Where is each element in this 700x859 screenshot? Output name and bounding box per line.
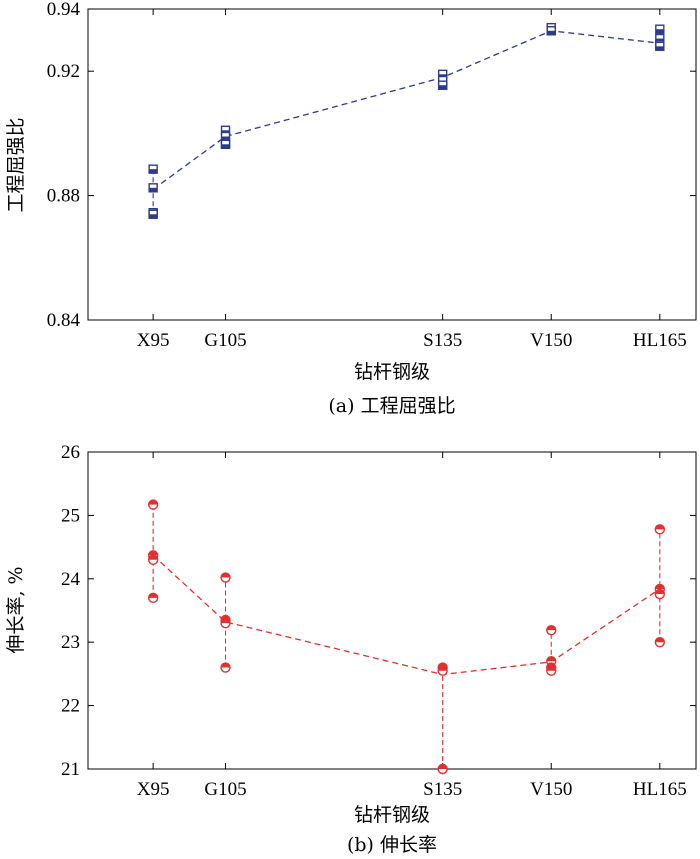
y-tick-label: 24 xyxy=(61,569,81,590)
data-point-fill xyxy=(655,584,665,589)
data-point-fill xyxy=(149,214,158,219)
x-tick-label: X95 xyxy=(137,330,170,351)
data-point-fill xyxy=(438,85,447,90)
data-point-fill xyxy=(148,555,158,560)
chart-b-caption: (b) 伸长率 xyxy=(347,834,437,856)
y-tick-label: 21 xyxy=(61,759,80,780)
x-tick-label: G105 xyxy=(204,779,246,800)
data-point-fill xyxy=(221,618,231,624)
mean-line xyxy=(152,554,661,676)
chart-a-x-axis-title: 钻杆钢级 xyxy=(354,361,430,383)
data-point-fill xyxy=(655,589,665,595)
data-point-fill xyxy=(149,169,158,174)
y-tick-label: 0.92 xyxy=(47,61,80,82)
chart-b-x-ticks: X95 G105 S135 V150 HL165 xyxy=(137,452,687,800)
y-tick-label: 0.88 xyxy=(47,186,80,207)
y-tick-label: 25 xyxy=(61,505,80,526)
data-point-fill xyxy=(655,29,664,34)
data-point-fill xyxy=(655,637,665,643)
y-tick-label: 26 xyxy=(61,442,80,463)
x-tick-label: G105 xyxy=(204,330,246,351)
chart-a-frame xyxy=(87,8,697,321)
y-tick-label: 23 xyxy=(61,632,80,653)
data-point-fill xyxy=(546,656,556,662)
data-point-fill xyxy=(221,573,231,578)
chart-a-y-axis-title: 工程屈强比 xyxy=(5,117,27,212)
x-tick-label: V150 xyxy=(530,330,572,351)
chart-a-y-ticks: 0.84 0.88 0.92 0.94 xyxy=(47,0,696,331)
y-tick-label: 0.94 xyxy=(47,0,81,20)
chart-a-plot-area xyxy=(148,22,665,219)
x-tick-label: S135 xyxy=(423,330,462,351)
chart-b-y-axis-title: 伸长率, % xyxy=(5,566,27,653)
data-point-fill xyxy=(438,764,448,769)
chart-b: 21 22 23 24 25 26 X95 G105 S135 V150 HL165 伸长率, %… xyxy=(5,442,697,856)
x-tick-label: HL165 xyxy=(633,779,687,800)
data-point-fill xyxy=(221,663,231,668)
data-point-fill xyxy=(148,550,158,556)
y-tick-label: 0.84 xyxy=(47,310,81,331)
x-tick-label: V150 xyxy=(530,779,572,800)
chart-a-x-ticks: X95 G105 S135 V150 HL165 xyxy=(137,9,687,351)
data-point-fill xyxy=(149,187,158,192)
x-tick-label: HL165 xyxy=(633,330,687,351)
data-point-fill xyxy=(547,30,556,35)
data-point-fill xyxy=(546,625,556,631)
data-point-fill xyxy=(221,136,230,141)
chart-b-y-ticks: 21 22 23 24 25 26 xyxy=(61,442,696,780)
chart-a: 0.84 0.88 0.92 0.94 X95 G105 S135 V150 HL165 工程… xyxy=(5,0,697,417)
chart-b-frame xyxy=(87,451,697,770)
chart-b-x-axis-title: 钻杆钢级 xyxy=(354,804,430,826)
data-point-fill xyxy=(655,524,665,530)
data-point-fill xyxy=(221,144,230,149)
data-point-fill xyxy=(148,500,158,505)
data-point-fill xyxy=(546,666,556,671)
data-point-fill xyxy=(438,666,448,671)
chart-a-caption: (a) 工程屈强比 xyxy=(328,395,455,417)
x-tick-label: S135 xyxy=(423,779,462,800)
chart-b-plot-area xyxy=(147,499,666,775)
data-point-fill xyxy=(148,593,158,598)
mean-line xyxy=(152,30,660,190)
x-tick-label: X95 xyxy=(137,779,170,800)
y-tick-label: 22 xyxy=(61,696,80,717)
data-point-fill xyxy=(655,46,664,51)
